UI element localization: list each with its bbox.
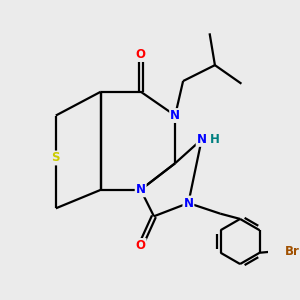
Text: Br: Br <box>285 245 300 258</box>
Text: O: O <box>136 48 146 61</box>
Text: N: N <box>170 109 180 122</box>
Text: N: N <box>136 183 146 196</box>
Text: S: S <box>52 152 60 164</box>
Text: O: O <box>136 239 146 252</box>
Text: H: H <box>210 133 220 146</box>
Text: N: N <box>183 196 194 209</box>
Text: N: N <box>197 133 207 146</box>
